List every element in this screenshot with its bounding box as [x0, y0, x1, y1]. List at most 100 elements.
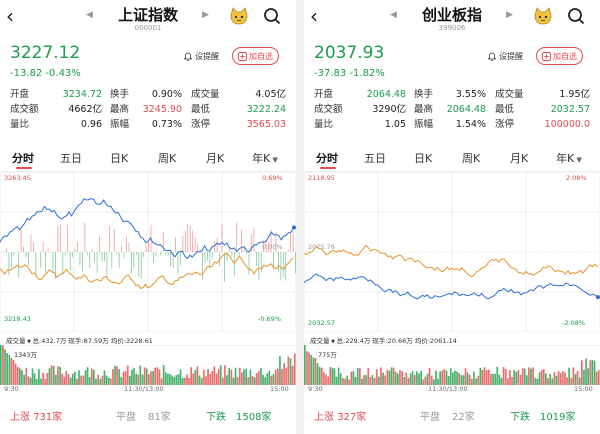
volume-bar [523, 368, 526, 385]
volume-bar [534, 377, 537, 385]
volume-bar [551, 378, 554, 385]
volume-bar [29, 377, 32, 385]
intraday-chart[interactable] [304, 172, 600, 332]
mascot-icon[interactable] [532, 6, 554, 26]
volume-bar [251, 376, 254, 385]
active-tab-indicator [320, 167, 336, 169]
stat-label: 量比 [10, 119, 30, 130]
tab-weekly-k[interactable]: 周K [462, 152, 481, 165]
tab-five-day[interactable]: 五日 [60, 152, 82, 165]
intraday-chart[interactable] [0, 172, 296, 332]
add-watchlist-button[interactable]: 加自选 [232, 47, 279, 65]
volume-max: 775万 [318, 351, 337, 359]
stat-label: 成交额 [10, 104, 39, 115]
add-watchlist-button[interactable]: 加自选 [536, 47, 583, 65]
volume-bar [238, 367, 241, 385]
chart-ref-price: 2075.76 [308, 243, 335, 251]
tab-daily-k[interactable]: 日K [110, 152, 129, 165]
back-arrow-icon[interactable]: ‹ [6, 4, 14, 28]
volume-bar [581, 360, 583, 385]
tab-intraday[interactable]: 分时 [12, 152, 34, 165]
tab-monthly-k[interactable]: 月K [206, 152, 225, 165]
volume-bar [454, 370, 456, 385]
stat-label: 最高 [414, 104, 434, 115]
mascot-icon[interactable] [228, 6, 250, 26]
volume-bar [97, 374, 99, 385]
index-title: 上证指数 [117, 6, 178, 24]
volume-bar [0, 345, 2, 385]
tab-yearly-k[interactable]: 年K ▼ [252, 150, 278, 166]
tab-weekly-k[interactable]: 周K [158, 152, 177, 165]
volume-bar [236, 377, 239, 385]
average-price: 均价:2061.14 [414, 337, 457, 345]
stat-value: 3.55% [455, 89, 486, 100]
volume-bar [196, 366, 199, 385]
volume-bar [268, 370, 271, 385]
set-alert-button[interactable]: 设提醒 [184, 51, 219, 62]
volume-total: 总:229.4万 [336, 337, 371, 345]
volume-bar [485, 370, 488, 385]
search-icon[interactable] [262, 6, 282, 26]
volume-bar [553, 372, 556, 385]
tab-five-day[interactable]: 五日 [364, 152, 386, 165]
tab-yearly-k[interactable]: 年K ▼ [556, 150, 582, 166]
set-alert-button[interactable]: 设提醒 [488, 51, 523, 62]
time-open: 9:30 [4, 385, 19, 393]
chevron-down-icon: ▼ [25, 339, 33, 345]
back-arrow-icon[interactable]: ‹ [310, 4, 318, 28]
volume-bar [521, 368, 524, 385]
chart-pct-max: 0.69% [262, 174, 283, 182]
next-index-icon[interactable]: ▶ [506, 10, 513, 20]
add-watchlist-label: 加自选 [553, 51, 577, 61]
time-close: 15:00 [574, 385, 593, 393]
volume-bar [114, 365, 116, 385]
tab-monthly-k[interactable]: 月K [510, 152, 529, 165]
volume-bar [471, 379, 473, 385]
tab-intraday[interactable]: 分时 [316, 152, 338, 165]
prev-index-icon[interactable]: ◀ [86, 10, 93, 20]
tab-daily-k[interactable]: 日K [414, 152, 433, 165]
volume-bar [31, 368, 34, 385]
volume-bar [361, 378, 363, 385]
volume-bar [175, 375, 178, 385]
volume-bar [507, 378, 509, 385]
volume-chart [0, 345, 296, 385]
next-index-icon[interactable]: ▶ [202, 10, 209, 20]
period-tabs: 分时 五日 日K 周K 月K 年K ▼ [0, 142, 296, 172]
price-line [304, 273, 598, 300]
volume-label: 成交量 [6, 337, 26, 345]
stat-value: 1.95亿 [559, 89, 590, 100]
volume-bar [287, 356, 290, 385]
volume-bar [314, 358, 317, 385]
volume-bar [597, 369, 600, 385]
chart-pct-ref: 0.00% [262, 243, 283, 251]
volume-bar [513, 370, 515, 385]
add-watchlist-label: 加自选 [249, 51, 273, 61]
volume-bar [217, 368, 220, 385]
stat-label: 最高 [110, 104, 130, 115]
volume-bar [67, 374, 70, 385]
plus-icon [238, 51, 247, 61]
panel-divider [296, 0, 304, 434]
volume-bar [203, 370, 205, 385]
last-point [292, 225, 296, 230]
volume-bar [530, 368, 532, 385]
volume-bar [449, 368, 452, 385]
volume-bar [443, 369, 446, 385]
stat-value: 2032.57 [550, 104, 590, 115]
volume-bar [131, 369, 133, 385]
prev-index-icon[interactable]: ◀ [390, 10, 397, 20]
breadth-flat-count: 22家 [452, 412, 475, 423]
stat-label: 振幅 [414, 119, 434, 130]
breadth-down-count: 1019家 [540, 412, 576, 423]
market-breadth: 上涨 327家 平盘 22家 下跌 1019家 [314, 408, 590, 423]
stat-label: 涨停 [495, 119, 515, 130]
tab-yearly-k-label: 年K [252, 152, 271, 165]
stat-value: 3565.03 [246, 119, 286, 130]
time-midday: 11:30/13:00 [428, 385, 468, 393]
volume-bar [285, 367, 288, 385]
search-icon[interactable] [566, 6, 586, 26]
panel-chinext: ‹ ◀ 创业板指 399006 ▶ 2037.93 -37.83 -1.82% … [304, 0, 600, 434]
volume-bar [38, 368, 40, 385]
volume-bar [477, 375, 480, 385]
